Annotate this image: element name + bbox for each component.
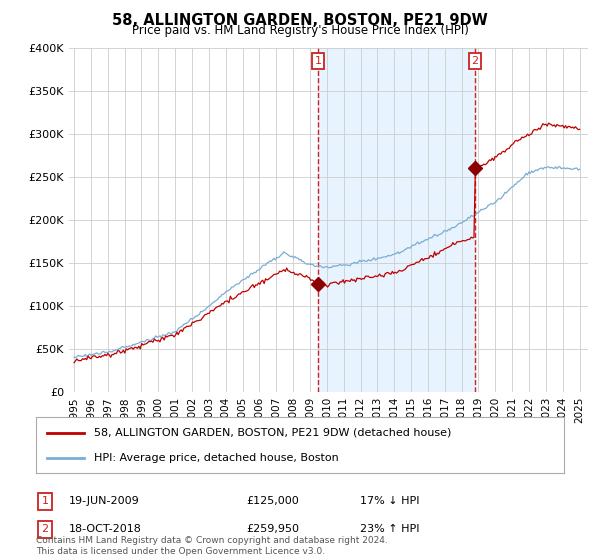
Text: 1: 1: [314, 56, 322, 66]
Text: 58, ALLINGTON GARDEN, BOSTON, PE21 9DW (detached house): 58, ALLINGTON GARDEN, BOSTON, PE21 9DW (…: [94, 428, 451, 438]
Text: £125,000: £125,000: [246, 496, 299, 506]
Text: 1: 1: [41, 496, 49, 506]
Text: 18-OCT-2018: 18-OCT-2018: [69, 524, 142, 534]
Text: 23% ↑ HPI: 23% ↑ HPI: [360, 524, 419, 534]
Text: Price paid vs. HM Land Registry's House Price Index (HPI): Price paid vs. HM Land Registry's House …: [131, 24, 469, 37]
Text: HPI: Average price, detached house, Boston: HPI: Average price, detached house, Bost…: [94, 452, 339, 463]
Text: £259,950: £259,950: [246, 524, 299, 534]
Text: 17% ↓ HPI: 17% ↓ HPI: [360, 496, 419, 506]
Text: 2: 2: [472, 56, 478, 66]
Text: 19-JUN-2009: 19-JUN-2009: [69, 496, 140, 506]
Text: 2: 2: [41, 524, 49, 534]
Text: Contains HM Land Registry data © Crown copyright and database right 2024.
This d: Contains HM Land Registry data © Crown c…: [36, 536, 388, 556]
Text: 58, ALLINGTON GARDEN, BOSTON, PE21 9DW: 58, ALLINGTON GARDEN, BOSTON, PE21 9DW: [112, 13, 488, 28]
Bar: [318, 48, 475, 392]
